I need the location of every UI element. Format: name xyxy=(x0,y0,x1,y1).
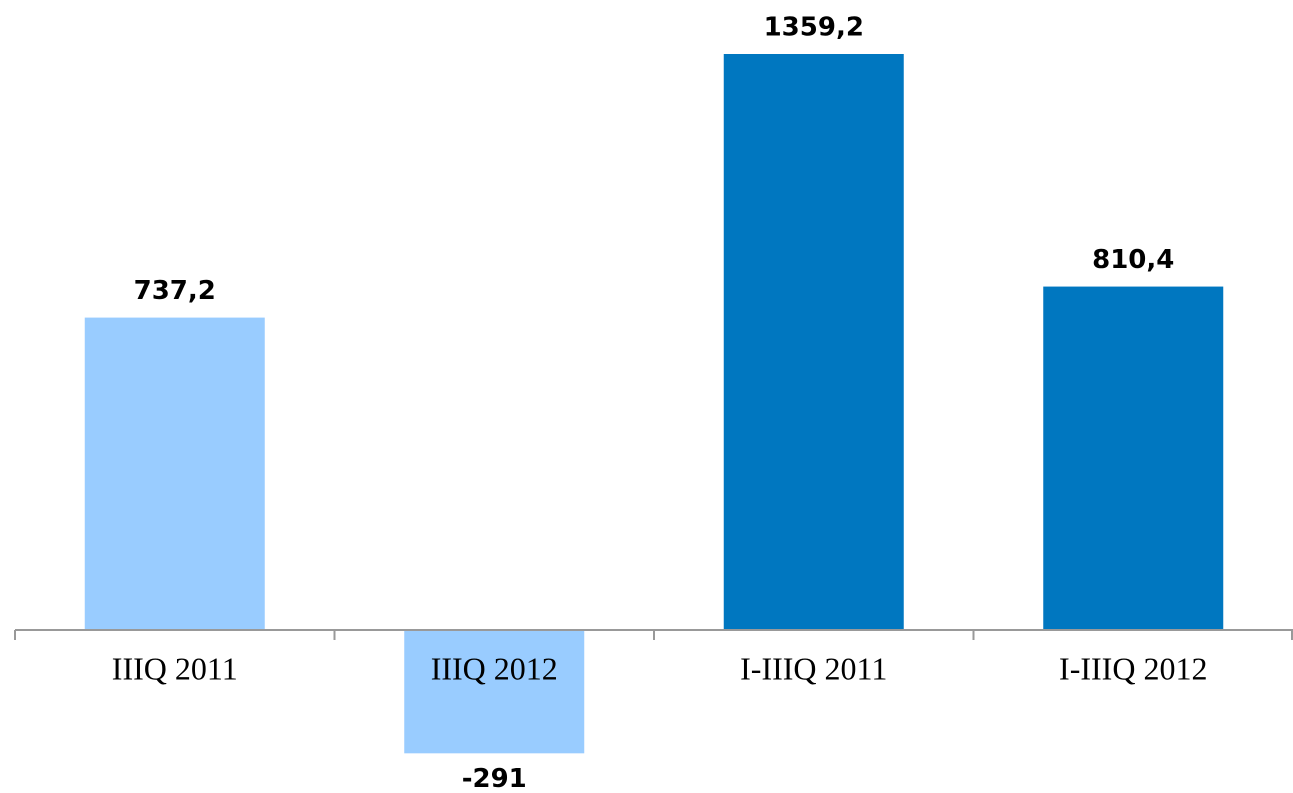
value-label: 810,4 xyxy=(1092,245,1174,275)
x-tick-label: I-IIIQ 2012 xyxy=(1059,650,1207,686)
bar xyxy=(404,630,585,754)
value-label: 737,2 xyxy=(134,276,216,306)
bar xyxy=(84,317,265,630)
value-label: 1359,2 xyxy=(764,13,864,43)
x-tick-label: I-IIIQ 2011 xyxy=(740,650,887,686)
x-tick-label: IIIQ 2012 xyxy=(431,650,558,686)
value-label: -291 xyxy=(462,764,527,793)
x-tick-label: IIIQ 2011 xyxy=(112,650,238,686)
bar xyxy=(1043,286,1224,630)
bar xyxy=(723,54,904,630)
